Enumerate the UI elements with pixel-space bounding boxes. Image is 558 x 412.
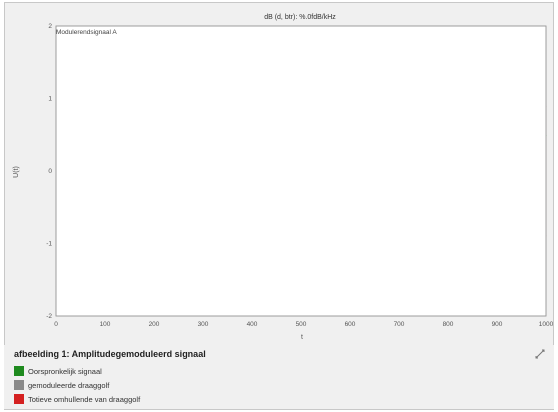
x-axis-label: t (301, 334, 303, 341)
tick-labels: 0 100 200 300 400 500 600 700 800 900 1000 2 1 0 -1 -2 (46, 23, 553, 328)
plot-border (55, 25, 547, 317)
legend-label: Oorspronkelijk signaal (28, 366, 102, 376)
plot-area (55, 25, 547, 317)
chart-title: dB (d, btr): %.0fdB/kHz (264, 14, 336, 21)
x-tick-label: 900 (492, 321, 503, 328)
caption-bar: afbeelding 1: Amplitudegemoduleerd signa… (4, 345, 554, 409)
x-tick-label: 700 (394, 321, 405, 328)
expand-icon[interactable] (534, 348, 546, 360)
axes (55, 25, 547, 317)
x-tick-label: 300 (198, 321, 209, 328)
y-axis-label: U(t) (13, 166, 20, 178)
legend-swatch (14, 394, 24, 404)
figure-caption: afbeelding 1: Amplitudegemoduleerd signa… (14, 349, 206, 359)
x-tick-label: 500 (296, 321, 307, 328)
legend-label: Totieve omhullende van draaggolf (28, 394, 141, 404)
y-tick-label: 0 (48, 168, 52, 175)
x-tick-label: 800 (443, 321, 454, 328)
x-tick-label: 400 (247, 321, 258, 328)
legend-swatch (14, 380, 24, 390)
legend-item-original: Oorspronkelijk signaal (14, 365, 102, 377)
x-tick-label: 100 (100, 321, 111, 328)
x-tick-label: 0 (54, 321, 58, 328)
legend-swatch (14, 366, 24, 376)
y-tick-label: 1 (48, 96, 52, 103)
y-tick-label: -1 (46, 241, 52, 248)
legend-label: gemoduleerde draaggolf (28, 380, 110, 390)
x-tick-label: 200 (149, 321, 160, 328)
legend-item-envelope: Totieve omhullende van draaggolf (14, 393, 140, 405)
legend-item-carrier: gemoduleerde draaggolf (14, 379, 109, 391)
x-tick-label: 1000 (539, 321, 554, 328)
x-tick-label: 600 (345, 321, 356, 328)
y-tick-label: 2 (48, 23, 52, 30)
y-tick-label: -2 (46, 313, 52, 320)
inset-label: Modulerendsignaal A (56, 29, 117, 36)
chart-svg: 0 100 200 300 400 500 600 700 800 900 1000210-1-2 … (13, 14, 554, 341)
